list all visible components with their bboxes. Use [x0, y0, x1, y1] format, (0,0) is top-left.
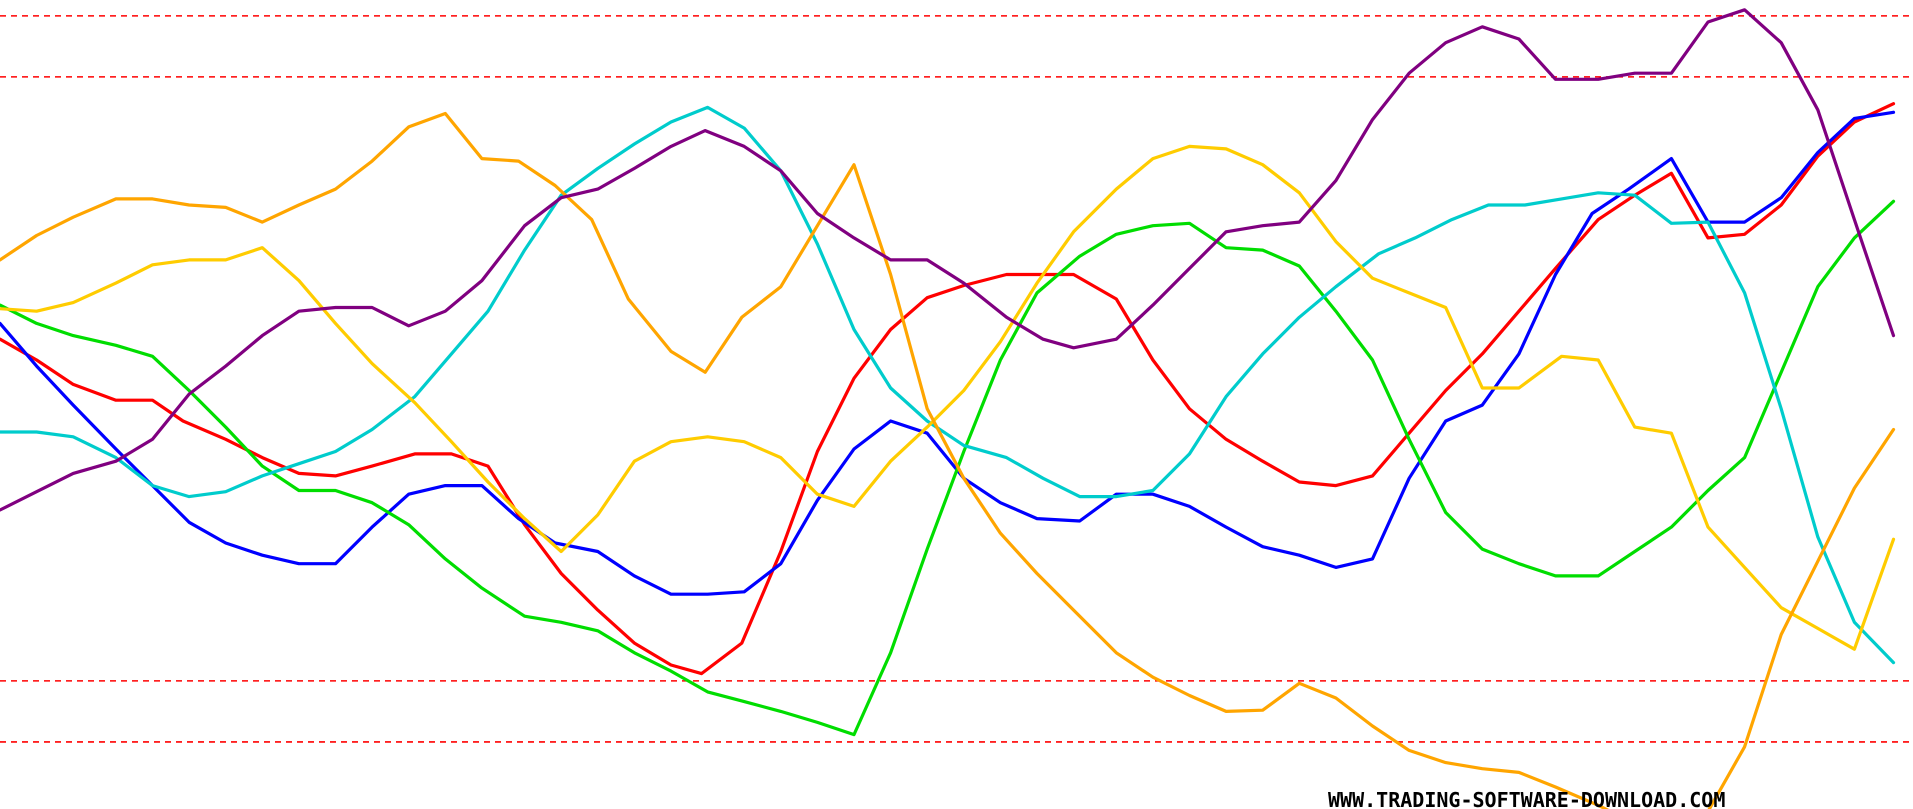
- series-line-1: [0, 102, 1896, 676]
- series-line-6: [0, 111, 1896, 809]
- series-line-7: [0, 8, 1896, 512]
- series-line-5: [0, 144, 1896, 651]
- series-line-3: [0, 199, 1896, 737]
- watermark-text: WWW.TRADING-SOFTWARE-DOWNLOAD.COM: [1328, 788, 1725, 809]
- series-layer: [0, 8, 1896, 809]
- series-line-4: [0, 105, 1896, 665]
- series-line-2: [0, 110, 1896, 596]
- reference-lines: [0, 15, 1913, 743]
